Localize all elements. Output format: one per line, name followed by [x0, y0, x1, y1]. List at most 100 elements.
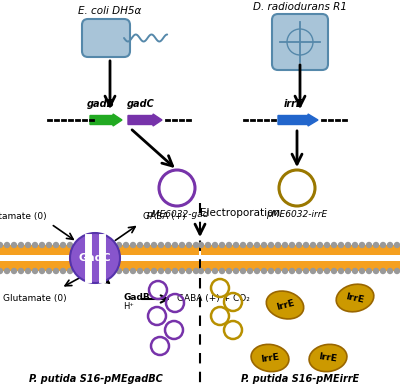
FancyArrow shape: [278, 114, 318, 126]
Circle shape: [338, 268, 344, 274]
Circle shape: [373, 268, 379, 274]
Circle shape: [331, 268, 337, 274]
Circle shape: [303, 242, 309, 248]
Circle shape: [186, 242, 192, 248]
Circle shape: [205, 242, 211, 248]
Circle shape: [373, 242, 379, 248]
Circle shape: [338, 242, 344, 248]
Circle shape: [151, 242, 157, 248]
Circle shape: [158, 268, 164, 274]
Circle shape: [109, 268, 115, 274]
Circle shape: [193, 242, 199, 248]
Circle shape: [387, 268, 393, 274]
Circle shape: [95, 268, 101, 274]
Circle shape: [352, 242, 358, 248]
FancyBboxPatch shape: [82, 19, 130, 57]
Text: GadC: GadC: [79, 253, 111, 263]
Circle shape: [198, 242, 204, 248]
Circle shape: [282, 242, 288, 248]
Circle shape: [88, 242, 94, 248]
Circle shape: [39, 242, 45, 248]
Circle shape: [116, 268, 122, 274]
Circle shape: [324, 242, 330, 248]
Text: GadB: GadB: [123, 293, 150, 302]
Bar: [201, 245, 400, 255]
Circle shape: [219, 268, 225, 274]
Circle shape: [296, 242, 302, 248]
Text: P. putida S16-pMEgadBC: P. putida S16-pMEgadBC: [29, 374, 163, 384]
Circle shape: [219, 242, 225, 248]
Circle shape: [310, 242, 316, 248]
Circle shape: [60, 242, 66, 248]
Circle shape: [11, 242, 17, 248]
Circle shape: [261, 242, 267, 248]
Text: irrE: irrE: [283, 99, 303, 109]
Circle shape: [67, 268, 73, 274]
Circle shape: [352, 268, 358, 274]
Circle shape: [137, 268, 143, 274]
Circle shape: [32, 268, 38, 274]
Circle shape: [60, 268, 66, 274]
Circle shape: [179, 242, 185, 248]
Circle shape: [226, 242, 232, 248]
Circle shape: [46, 268, 52, 274]
Text: pME6032-gad: pME6032-gad: [146, 210, 208, 219]
Circle shape: [4, 268, 10, 274]
Circle shape: [81, 242, 87, 248]
Circle shape: [296, 268, 302, 274]
Circle shape: [102, 242, 108, 248]
Circle shape: [387, 242, 393, 248]
Circle shape: [137, 242, 143, 248]
Circle shape: [144, 242, 150, 248]
Circle shape: [39, 268, 45, 274]
Circle shape: [32, 242, 38, 248]
Circle shape: [95, 242, 101, 248]
Circle shape: [165, 242, 171, 248]
Circle shape: [303, 268, 309, 274]
Circle shape: [345, 242, 351, 248]
Text: pME6032-irrE: pME6032-irrE: [266, 210, 328, 219]
Circle shape: [46, 242, 52, 248]
FancyBboxPatch shape: [272, 14, 328, 70]
Circle shape: [366, 242, 372, 248]
Circle shape: [0, 242, 3, 248]
Circle shape: [53, 268, 59, 274]
Circle shape: [25, 242, 31, 248]
Circle shape: [193, 268, 199, 274]
FancyArrow shape: [128, 114, 162, 126]
Ellipse shape: [309, 344, 347, 372]
Circle shape: [317, 242, 323, 248]
Circle shape: [172, 242, 178, 248]
Circle shape: [172, 268, 178, 274]
Bar: [0, 261, 199, 271]
Text: gadB: gadB: [87, 99, 115, 109]
Circle shape: [144, 268, 150, 274]
Circle shape: [240, 242, 246, 248]
Circle shape: [345, 268, 351, 274]
Text: GABA (+) + CO₂: GABA (+) + CO₂: [177, 295, 250, 303]
Circle shape: [247, 268, 253, 274]
Bar: [201, 261, 400, 271]
Circle shape: [233, 242, 239, 248]
Circle shape: [109, 242, 115, 248]
Text: Glutamate (0): Glutamate (0): [0, 212, 47, 221]
Circle shape: [116, 242, 122, 248]
Circle shape: [240, 268, 246, 274]
Circle shape: [53, 242, 59, 248]
Text: IrrE: IrrE: [318, 352, 338, 364]
Circle shape: [205, 268, 211, 274]
Circle shape: [310, 268, 316, 274]
Circle shape: [158, 242, 164, 248]
Ellipse shape: [70, 233, 120, 283]
Circle shape: [275, 268, 281, 274]
Circle shape: [123, 242, 129, 248]
Circle shape: [254, 268, 260, 274]
Circle shape: [380, 242, 386, 248]
Text: Glutamate (0): Glutamate (0): [3, 294, 67, 303]
Circle shape: [289, 242, 295, 248]
Circle shape: [74, 242, 80, 248]
Circle shape: [74, 268, 80, 274]
Circle shape: [81, 268, 87, 274]
Circle shape: [25, 268, 31, 274]
Circle shape: [254, 242, 260, 248]
